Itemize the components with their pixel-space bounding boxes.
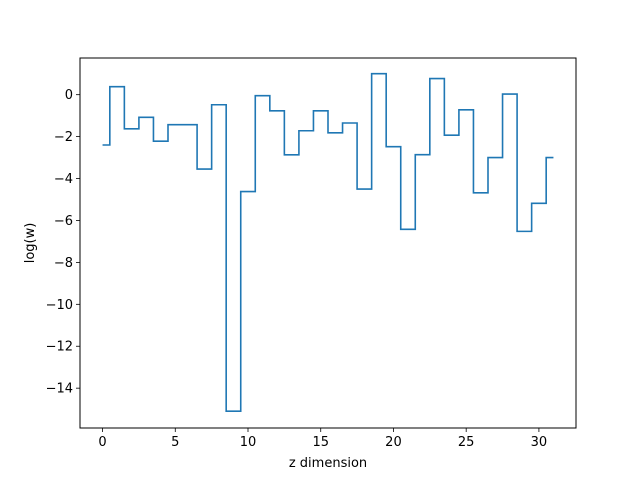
y-tick-label: −6: [54, 214, 73, 229]
y-axis: 0 −2 −4 −6 −8 −10 −12 −14: [46, 88, 80, 397]
x-tick-label: 20: [385, 435, 402, 450]
y-tick-label: −10: [46, 298, 73, 313]
y-tick-label: −14: [46, 382, 73, 397]
x-tick-label: 10: [240, 435, 257, 450]
x-tick-label: 25: [458, 435, 475, 450]
x-tick-label: 30: [531, 435, 548, 450]
y-tick-label: −8: [54, 256, 73, 271]
x-axis-label: z dimension: [289, 456, 367, 471]
x-tick-label: 0: [98, 435, 106, 450]
series-line-0: [102, 72, 554, 413]
series-layer: [102, 72, 554, 413]
y-tick-label: 0: [65, 88, 73, 103]
x-tick-label: 15: [312, 435, 329, 450]
y-tick-label: −12: [46, 340, 73, 355]
x-axis: 0 5 10 15 20 25 30: [98, 428, 547, 450]
y-tick-label: −4: [54, 172, 73, 187]
y-tick-label: −2: [54, 130, 73, 145]
x-tick-label: 5: [171, 435, 179, 450]
y-axis-label: log(w): [23, 223, 38, 264]
plot-frame: [79, 57, 577, 429]
